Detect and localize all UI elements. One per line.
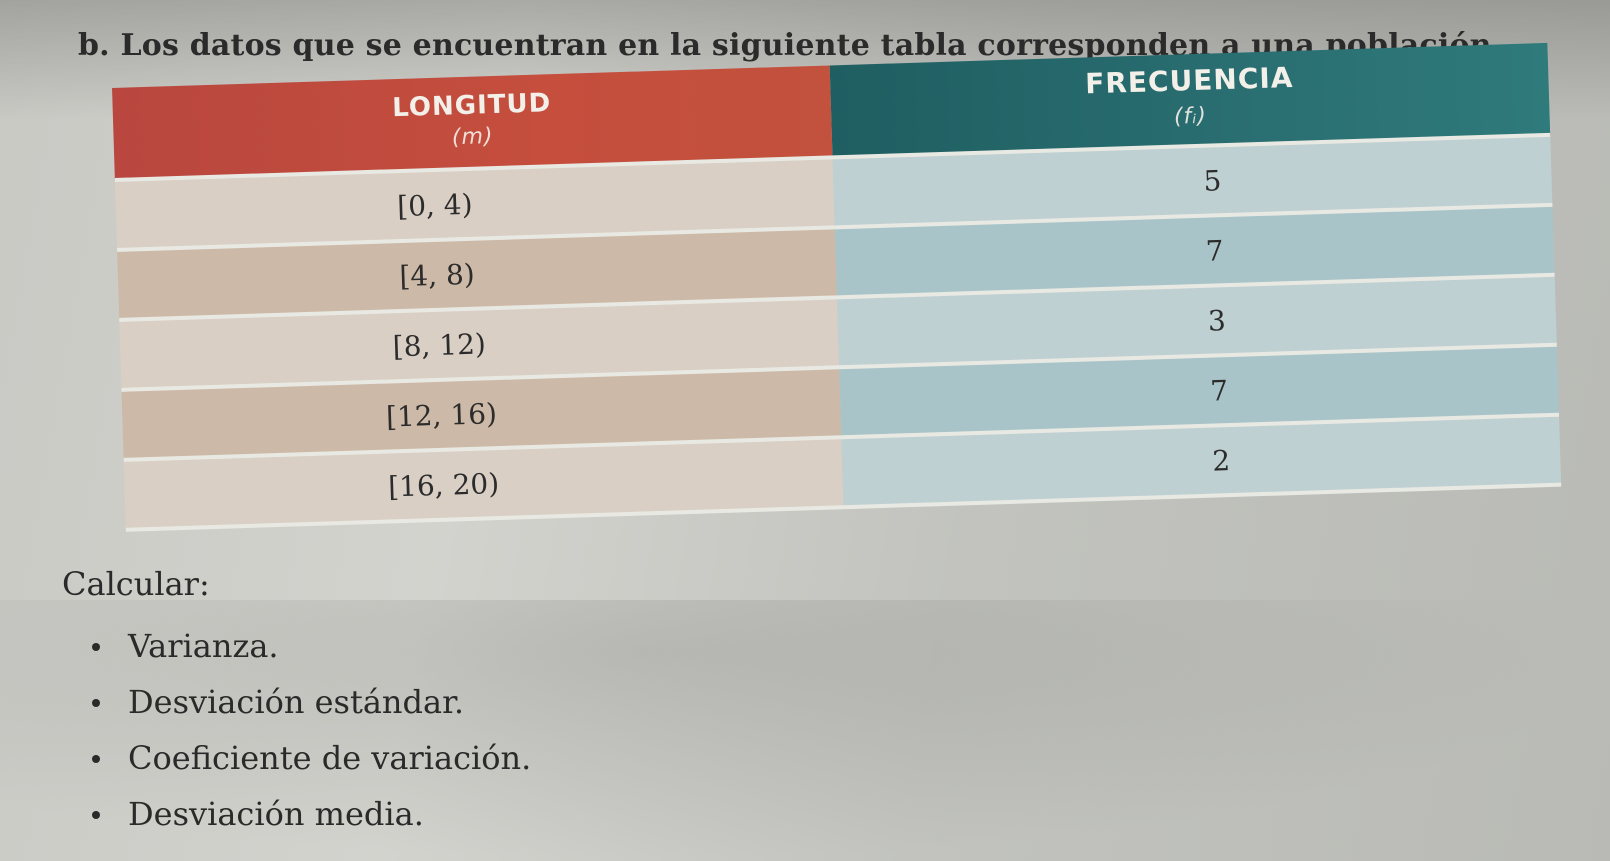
header-longitud-label: LONGITUD — [391, 88, 552, 124]
frequency-value: 5 — [1203, 163, 1222, 198]
list-item: Coeficiente de variación. — [84, 730, 531, 786]
interval-value: [0, 4) — [396, 187, 473, 223]
frequency-table: LONGITUD (m) FRECUENCIA (fᵢ) [0, 4) 5 [4… — [112, 42, 1562, 532]
frequency-value: 7 — [1209, 373, 1229, 408]
interval-value: [12, 16) — [385, 396, 498, 434]
task-list: Varianza. Desviación estándar. Coeficien… — [84, 618, 531, 842]
interval-value: [8, 12) — [392, 326, 487, 363]
list-item: Desviación media. — [84, 786, 531, 842]
frequency-value: 2 — [1211, 443, 1231, 478]
frequency-table-container: LONGITUD (m) FRECUENCIA (fᵢ) [0, 4) 5 [4… — [112, 42, 1562, 532]
interval-value: [4, 8) — [398, 257, 476, 293]
calculate-heading: Calcular: — [62, 565, 210, 603]
list-item: Varianza. — [84, 618, 531, 674]
list-item: Desviación estándar. — [84, 674, 531, 730]
frequency-value: 3 — [1207, 303, 1227, 338]
interval-value: [16, 20) — [387, 466, 500, 504]
header-frecuencia-label: FRECUENCIA — [1084, 60, 1294, 101]
frequency-value: 7 — [1205, 233, 1225, 268]
